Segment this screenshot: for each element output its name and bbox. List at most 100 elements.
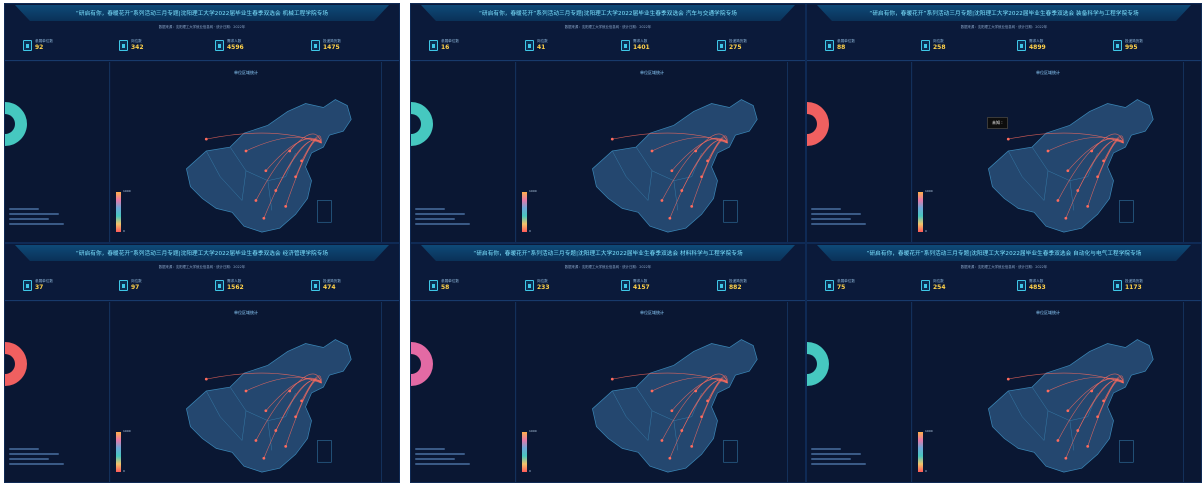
panel-subtitle: 数据来源：沈阳理工大学就业信息网 · 统计日期：2022年 bbox=[158, 265, 246, 269]
flow-target-dot bbox=[668, 456, 672, 460]
stat-value: 97 bbox=[131, 284, 140, 291]
flow-target-dot bbox=[254, 199, 258, 202]
flow-arc bbox=[661, 377, 728, 441]
donut-chart bbox=[807, 102, 829, 146]
stat-label: 需求人数 bbox=[227, 279, 242, 283]
stat-icon bbox=[825, 279, 834, 291]
stat-icon bbox=[825, 39, 834, 51]
flow-target-dot bbox=[254, 439, 258, 442]
stat-card: 参展单位数 58 bbox=[429, 274, 499, 296]
flow-arc bbox=[1065, 379, 1124, 459]
stat-value: 342 bbox=[131, 44, 144, 51]
flow-target-dot bbox=[300, 159, 303, 163]
china-map bbox=[592, 339, 758, 473]
region-map[interactable]: 单位区域统计 1000 0 bbox=[913, 302, 1183, 482]
china-map bbox=[988, 339, 1154, 473]
divider bbox=[411, 60, 805, 61]
stat-label: 岗位数 bbox=[131, 39, 142, 43]
region-map[interactable]: 单位区域统计 1000 0 bbox=[111, 302, 381, 482]
map-title: 单位区域统计 bbox=[640, 70, 664, 75]
panel-title: “研启有你，春暖花开”系列活动三月专题|沈阳理工大学2022届毕业生春季双选会 … bbox=[479, 11, 737, 17]
south-sea-inset bbox=[317, 440, 332, 463]
flow-target-dot bbox=[262, 456, 266, 460]
legend-lines bbox=[9, 448, 69, 468]
stat-value: 882 bbox=[729, 284, 742, 291]
map-title: 单位区域统计 bbox=[1036, 70, 1060, 75]
china-map bbox=[186, 99, 352, 233]
stat-value: 75 bbox=[837, 284, 846, 291]
flow-target-dot bbox=[204, 137, 208, 141]
stat-icon bbox=[429, 279, 438, 291]
flow-target-dot bbox=[244, 389, 248, 393]
flow-target-dot bbox=[300, 399, 303, 403]
donut-chart bbox=[807, 342, 829, 386]
flow-target-dot bbox=[294, 415, 298, 419]
china-outline bbox=[988, 339, 1154, 473]
flow-target-dot bbox=[1006, 137, 1010, 141]
stat-icon bbox=[621, 279, 630, 291]
region-map[interactable]: 单位区域统计 1000 0 未知 : bbox=[913, 62, 1183, 242]
stat-value: 16 bbox=[441, 44, 450, 51]
stat-label: 需求人数 bbox=[227, 39, 242, 43]
stat-icon bbox=[119, 39, 128, 51]
panel-title: “研启有你，春暖花开”系列活动三月专题|沈阳理工大学2022届毕业生春季双选会 … bbox=[75, 11, 329, 17]
stat-card: 需求人数 4899 bbox=[1017, 34, 1087, 56]
flow-arc bbox=[1091, 373, 1124, 392]
stat-label: 投递简历数 bbox=[323, 279, 341, 283]
legend-lines bbox=[415, 448, 475, 468]
map-colorbar bbox=[116, 432, 121, 472]
dashboard-panel: “研启有你，春暖花开”系列活动三月专题|沈阳理工大学2022届毕业生春季双选会 … bbox=[4, 3, 400, 243]
stat-value: 4899 bbox=[1029, 44, 1046, 51]
stats-row: 参展单位数 88 岗位数 258 需求人数 4899 投递简历数 995 bbox=[825, 34, 1183, 56]
stat-card: 投递简历数 474 bbox=[311, 274, 381, 296]
right-column bbox=[1183, 302, 1201, 482]
stat-label: 岗位数 bbox=[131, 279, 142, 283]
stat-card: 岗位数 97 bbox=[119, 274, 189, 296]
province-borders bbox=[206, 146, 296, 211]
stat-value: 275 bbox=[729, 44, 742, 51]
flow-target-dot bbox=[1064, 456, 1068, 460]
province-borders bbox=[612, 146, 702, 211]
flow-arc bbox=[263, 139, 322, 219]
colorbar-min: 0 bbox=[925, 229, 927, 233]
stat-label: 参展单位数 bbox=[441, 39, 459, 43]
map-colorbar bbox=[522, 192, 527, 232]
stat-label: 投递简历数 bbox=[729, 39, 747, 43]
map-colorbar bbox=[918, 432, 923, 472]
flow-target-dot bbox=[1056, 439, 1060, 442]
region-map[interactable]: 单位区域统计 1000 0 bbox=[517, 62, 787, 242]
stat-value: 88 bbox=[837, 44, 846, 51]
stat-value: 4157 bbox=[633, 284, 650, 291]
stat-icon bbox=[525, 39, 534, 51]
stat-card: 需求人数 1562 bbox=[215, 274, 285, 296]
flow-target-dot bbox=[700, 415, 704, 419]
flow-target-dot bbox=[1056, 199, 1060, 202]
flow-target-dot bbox=[1096, 175, 1100, 179]
dashboard-panel: “研启有你，春暖花开”系列活动三月专题|沈阳理工大学2022届毕业生春季双选会 … bbox=[4, 243, 400, 483]
divider bbox=[411, 300, 805, 301]
flow-target-dot bbox=[1086, 445, 1090, 448]
stat-icon bbox=[717, 39, 726, 51]
flow-target-dot bbox=[668, 216, 672, 220]
region-map[interactable]: 单位区域统计 1000 0 bbox=[111, 62, 381, 242]
stat-value: 258 bbox=[933, 44, 946, 51]
stat-value: 37 bbox=[35, 284, 44, 291]
stat-card: 岗位数 41 bbox=[525, 34, 595, 56]
flow-arc bbox=[289, 373, 322, 392]
flow-arc bbox=[661, 137, 728, 201]
stat-label: 岗位数 bbox=[537, 279, 548, 283]
flow-arc bbox=[612, 132, 728, 144]
stat-label: 岗位数 bbox=[537, 39, 548, 43]
panel-title: “研启有你，春暖花开”系列活动三月专题|沈阳理工大学2022届毕业生春季双选会 … bbox=[869, 11, 1139, 17]
stat-value: 4853 bbox=[1029, 284, 1046, 291]
stat-card: 参展单位数 75 bbox=[825, 274, 895, 296]
flow-target-dot bbox=[264, 409, 268, 413]
stat-card: 投递简历数 882 bbox=[717, 274, 787, 296]
stat-card: 投递简历数 995 bbox=[1113, 34, 1183, 56]
stat-label: 需求人数 bbox=[1029, 39, 1044, 43]
stat-value: 58 bbox=[441, 284, 450, 291]
region-map[interactable]: 单位区域统计 1000 0 bbox=[517, 302, 787, 482]
stat-label: 参展单位数 bbox=[35, 279, 53, 283]
stat-icon bbox=[1113, 279, 1122, 291]
stat-value: 254 bbox=[933, 284, 946, 291]
